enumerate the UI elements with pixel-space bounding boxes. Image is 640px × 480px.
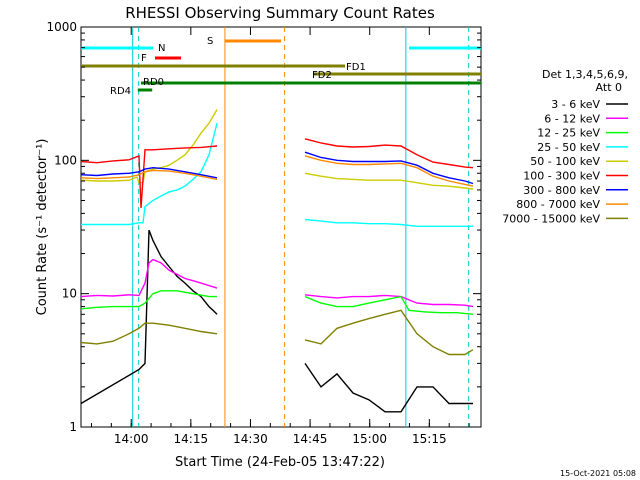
x-tick-label: 14:00 bbox=[114, 432, 149, 446]
series-line-6-b bbox=[304, 138, 474, 169]
flag-label-rd4: RD4 bbox=[110, 86, 131, 97]
y-tick-label: 100 bbox=[54, 153, 77, 167]
series-line-4-b bbox=[304, 218, 473, 227]
legend-label: 100 - 300 keV bbox=[523, 170, 600, 183]
series-line-9-a bbox=[80, 322, 218, 345]
y-tick-label: 10 bbox=[62, 287, 77, 301]
series-line-5-a bbox=[80, 109, 218, 184]
chart-title: RHESSI Observing Summary Count Rates bbox=[125, 4, 435, 22]
flag-label-s: S bbox=[207, 36, 213, 47]
series-line-9-b bbox=[304, 309, 474, 356]
x-tick-label: 14:45 bbox=[293, 432, 328, 446]
y-axis-ticks: 1 10 100 1000 bbox=[46, 20, 481, 434]
series-line-7-b bbox=[304, 151, 474, 185]
legend-label: 300 - 800 keV bbox=[523, 184, 600, 197]
legend-title: Det 1,3,4,5,6,9, bbox=[542, 68, 628, 81]
y-tick-label: 1000 bbox=[46, 20, 77, 34]
legend-label: 25 - 50 keV bbox=[537, 141, 600, 154]
series-line-7-a bbox=[80, 166, 218, 179]
x-tick-label: 14:30 bbox=[233, 432, 268, 446]
legend-label: 3 - 6 keV bbox=[551, 98, 600, 111]
series-line-5-b bbox=[304, 172, 474, 190]
flag-label-rd0: RD0 bbox=[143, 77, 164, 88]
series-line-8-b bbox=[304, 155, 474, 187]
y-tick-label: 1 bbox=[69, 420, 77, 434]
x-tick-label: 14:15 bbox=[174, 432, 209, 446]
plot-frame bbox=[80, 26, 482, 428]
series-line-1-b bbox=[304, 363, 473, 413]
series-line-1-a bbox=[80, 229, 218, 405]
status-flags: N F S FD1 FD2 RD0 RD4 bbox=[110, 36, 366, 97]
series-line-2-a bbox=[80, 258, 218, 298]
series-line-6-a bbox=[80, 145, 218, 208]
x-axis-label: Start Time (24-Feb-05 13:47:22) bbox=[175, 455, 385, 470]
legend-label: 7000 - 15000 keV bbox=[502, 212, 600, 225]
y-axis-label: Count Rate (s⁻¹ detector⁻¹) bbox=[35, 139, 50, 316]
flag-label-f: F bbox=[141, 53, 147, 64]
series-line-3-a bbox=[80, 290, 217, 310]
footer-timestamp: 15-Oct-2021 05:08 bbox=[560, 469, 636, 478]
x-tick-label: 15:00 bbox=[352, 432, 387, 446]
legend-subtitle: Att 0 bbox=[596, 81, 622, 94]
series-line-3-b bbox=[304, 295, 474, 315]
flag-label-fd1: FD1 bbox=[346, 62, 366, 73]
series-line-2-b bbox=[304, 294, 474, 308]
x-axis-ticks: 14:00 14:15 14:30 14:45 15:00 15:15 bbox=[90, 27, 470, 446]
series-layer bbox=[80, 109, 474, 413]
legend-label: 800 - 7000 keV bbox=[516, 198, 600, 211]
series-line-8-a bbox=[80, 169, 218, 181]
time-marker-lines bbox=[81, 27, 481, 427]
legend-label: 50 - 100 keV bbox=[530, 155, 600, 168]
flag-label-fd2: FD2 bbox=[312, 70, 332, 81]
x-tick-label: 15:15 bbox=[412, 432, 447, 446]
flag-label-n: N bbox=[158, 43, 165, 54]
legend-label: 6 - 12 keV bbox=[544, 112, 600, 125]
legend-label: 12 - 25 keV bbox=[537, 127, 600, 140]
